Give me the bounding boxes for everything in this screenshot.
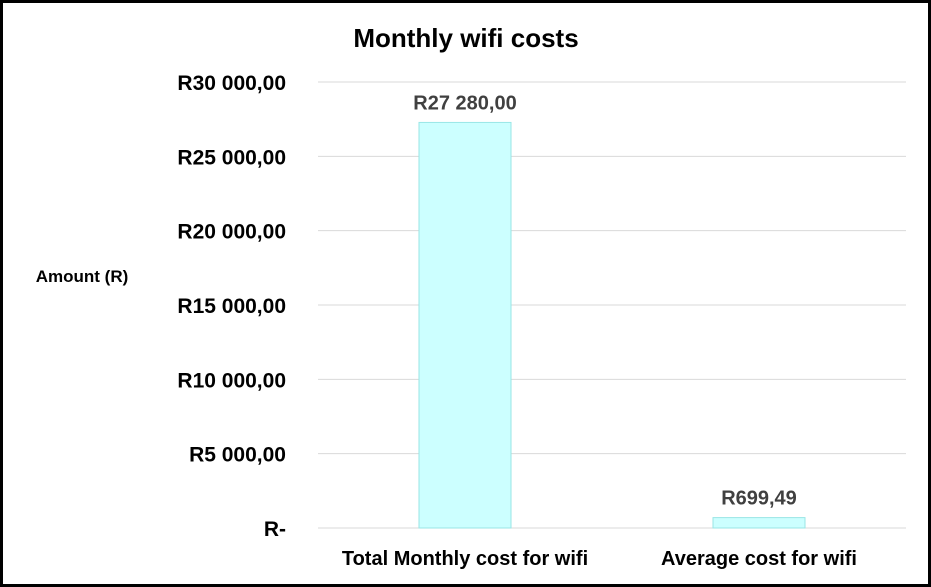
bar	[712, 517, 806, 529]
x-axis-ticks: Total Monthly cost for wifi Average cost …	[342, 548, 857, 570]
y-tick-label: R15 000,00	[177, 295, 286, 318]
y-axis-label: Amount (R)	[36, 267, 129, 286]
gridlines	[318, 81, 906, 529]
data-label: R699,49	[721, 488, 797, 510]
data-labels: R27 280,00 R699,49	[413, 92, 797, 509]
y-tick-label: R25 000,00	[177, 146, 286, 169]
y-tick-label: R-	[264, 518, 286, 541]
bars	[418, 121, 806, 529]
chart-title: Monthly wifi costs	[353, 23, 578, 53]
y-tick-label: R20 000,00	[177, 221, 286, 244]
x-tick-label: Total Monthly cost for wifi	[342, 548, 588, 570]
y-tick-label: R5 000,00	[189, 444, 286, 467]
bar	[418, 121, 512, 529]
y-tick-label: R30 000,00	[177, 72, 286, 95]
data-label: R27 280,00	[413, 92, 516, 114]
y-axis-ticks: R- R5 000,00 R10 000,00 R15 000,00 R20 000,0…	[177, 72, 286, 541]
y-tick-label: R10 000,00	[177, 369, 286, 392]
x-tick-label: Average cost for wifi	[661, 548, 857, 570]
